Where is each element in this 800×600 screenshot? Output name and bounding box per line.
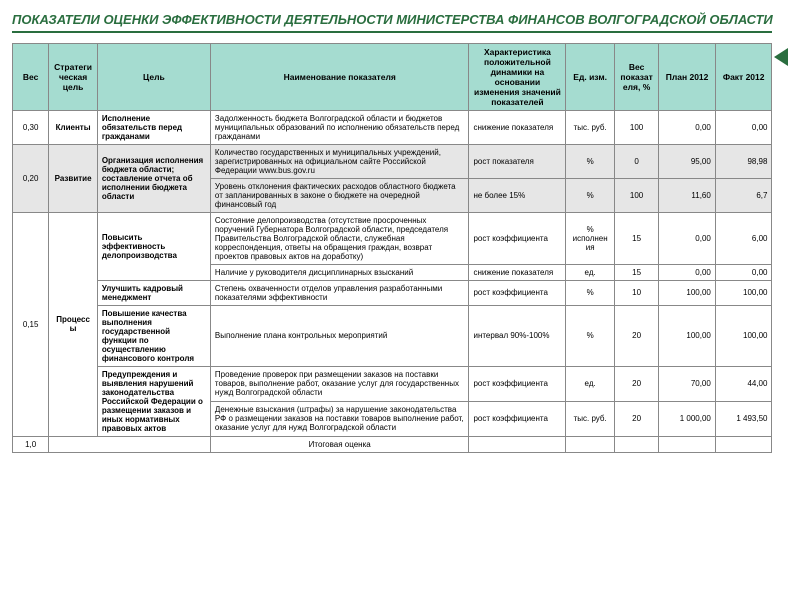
cell-weight: 15 (614, 264, 658, 280)
cell-weight: 0 (614, 144, 658, 178)
footer-row: 1,0 Итоговая оценка (13, 436, 772, 452)
table-body: 0,30КлиентыИсполнение обязательств перед… (13, 110, 772, 452)
col-unit: Ед. изм. (566, 43, 614, 110)
cell-indicator: Денежные взыскания (штрафы) за нарушение… (210, 401, 469, 436)
col-characteristic: Характеристика положительной динамики на… (469, 43, 566, 110)
cell-weight: 15 (614, 212, 658, 264)
cell-fact: 44,00 (715, 366, 772, 401)
cell-indicator: Задолженность бюджета Волгоградской обла… (210, 110, 469, 144)
col-ves: Вес (13, 43, 49, 110)
cell-fact: 6,00 (715, 212, 772, 264)
cell-ves: 0,15 (13, 212, 49, 436)
cell-strategic: Клиенты (49, 110, 97, 144)
cell-goal: Исполнение обязательств перед гражданами (97, 110, 210, 144)
cell-goal: Повысить эффективность делопроизводства (97, 212, 210, 280)
cell-fact: 98,98 (715, 144, 772, 178)
footer-label: Итоговая оценка (210, 436, 469, 452)
cell-weight: 100 (614, 110, 658, 144)
cell-plan: 100,00 (659, 305, 716, 366)
cell-characteristic: рост коэффициента (469, 280, 566, 305)
cell-characteristic: не более 15% (469, 178, 566, 212)
footer-empty (469, 436, 566, 452)
performance-table: Вес Стратегическая цель Цель Наименовани… (12, 43, 772, 453)
footer-empty (614, 436, 658, 452)
table-row: Улучшить кадровый менеджментСтепень охва… (13, 280, 772, 305)
cell-fact: 100,00 (715, 280, 772, 305)
col-weight: Вес показателя, % (614, 43, 658, 110)
cell-weight: 10 (614, 280, 658, 305)
cell-plan: 11,60 (659, 178, 716, 212)
cell-characteristic: рост коэффициента (469, 212, 566, 264)
accent-triangle (774, 48, 788, 66)
cell-strategic: Развитие (49, 144, 97, 212)
cell-fact: 1 493,50 (715, 401, 772, 436)
footer-empty (659, 436, 716, 452)
cell-goal: Повышение качества выполнения государств… (97, 305, 210, 366)
cell-goal: Предупреждения и выявления нарушений зак… (97, 366, 210, 436)
col-fact: Факт 2012 (715, 43, 772, 110)
table-header: Вес Стратегическая цель Цель Наименовани… (13, 43, 772, 110)
cell-unit: % (566, 280, 614, 305)
cell-ves: 0,30 (13, 110, 49, 144)
cell-characteristic: рост показателя (469, 144, 566, 178)
cell-indicator: Уровень отклонения фактических расходов … (210, 178, 469, 212)
cell-weight: 20 (614, 366, 658, 401)
cell-characteristic: рост коэффициента (469, 366, 566, 401)
cell-characteristic: снижение показателя (469, 110, 566, 144)
cell-goal: Улучшить кадровый менеджмент (97, 280, 210, 305)
cell-characteristic: снижение показателя (469, 264, 566, 280)
table-row: 0,15ПроцессыПовысить эффективность делоп… (13, 212, 772, 264)
cell-indicator: Степень охваченности отделов управления … (210, 280, 469, 305)
cell-goal: Организация исполнения бюджета области; … (97, 144, 210, 212)
cell-indicator: Наличие у руководителя дисциплинарных вз… (210, 264, 469, 280)
cell-unit: ед. (566, 264, 614, 280)
cell-plan: 0,00 (659, 110, 716, 144)
cell-ves: 0,20 (13, 144, 49, 212)
cell-plan: 95,00 (659, 144, 716, 178)
col-strategic: Стратегическая цель (49, 43, 97, 110)
cell-indicator: Состояние делопроизводства (отсутствие п… (210, 212, 469, 264)
table-row: 0,30КлиентыИсполнение обязательств перед… (13, 110, 772, 144)
cell-strategic: Процессы (49, 212, 97, 436)
cell-fact: 6,7 (715, 178, 772, 212)
cell-unit: % исполнения (566, 212, 614, 264)
cell-unit: % (566, 305, 614, 366)
cell-unit: тыс. руб. (566, 110, 614, 144)
footer-empty (715, 436, 772, 452)
page-title: ПОКАЗАТЕЛИ ОЦЕНКИ ЭФФЕКТИВНОСТИ ДЕЯТЕЛЬН… (12, 12, 788, 29)
col-indicator: Наименование показателя (210, 43, 469, 110)
cell-fact: 0,00 (715, 110, 772, 144)
cell-indicator: Количество государственных и муниципальн… (210, 144, 469, 178)
table-row: 0,20РазвитиеОрганизация исполнения бюдже… (13, 144, 772, 178)
cell-unit: % (566, 178, 614, 212)
cell-weight: 20 (614, 305, 658, 366)
cell-weight: 100 (614, 178, 658, 212)
cell-unit: % (566, 144, 614, 178)
footer-ves: 1,0 (13, 436, 49, 452)
cell-unit: ед. (566, 366, 614, 401)
table-row: Повышение качества выполнения государств… (13, 305, 772, 366)
cell-weight: 20 (614, 401, 658, 436)
title-underline (12, 31, 772, 33)
cell-fact: 0,00 (715, 264, 772, 280)
footer-empty (566, 436, 614, 452)
col-plan: План 2012 (659, 43, 716, 110)
col-goal: Цель (97, 43, 210, 110)
cell-indicator: Проведение проверок при размещении заказ… (210, 366, 469, 401)
cell-indicator: Выполнение плана контрольных мероприятий (210, 305, 469, 366)
cell-unit: тыс. руб. (566, 401, 614, 436)
cell-characteristic: рост коэффициента (469, 401, 566, 436)
footer-spacer (49, 436, 211, 452)
table-row: Предупреждения и выявления нарушений зак… (13, 366, 772, 401)
cell-characteristic: интервал 90%-100% (469, 305, 566, 366)
cell-plan: 1 000,00 (659, 401, 716, 436)
cell-plan: 70,00 (659, 366, 716, 401)
cell-plan: 0,00 (659, 212, 716, 264)
cell-plan: 0,00 (659, 264, 716, 280)
cell-fact: 100,00 (715, 305, 772, 366)
cell-plan: 100,00 (659, 280, 716, 305)
